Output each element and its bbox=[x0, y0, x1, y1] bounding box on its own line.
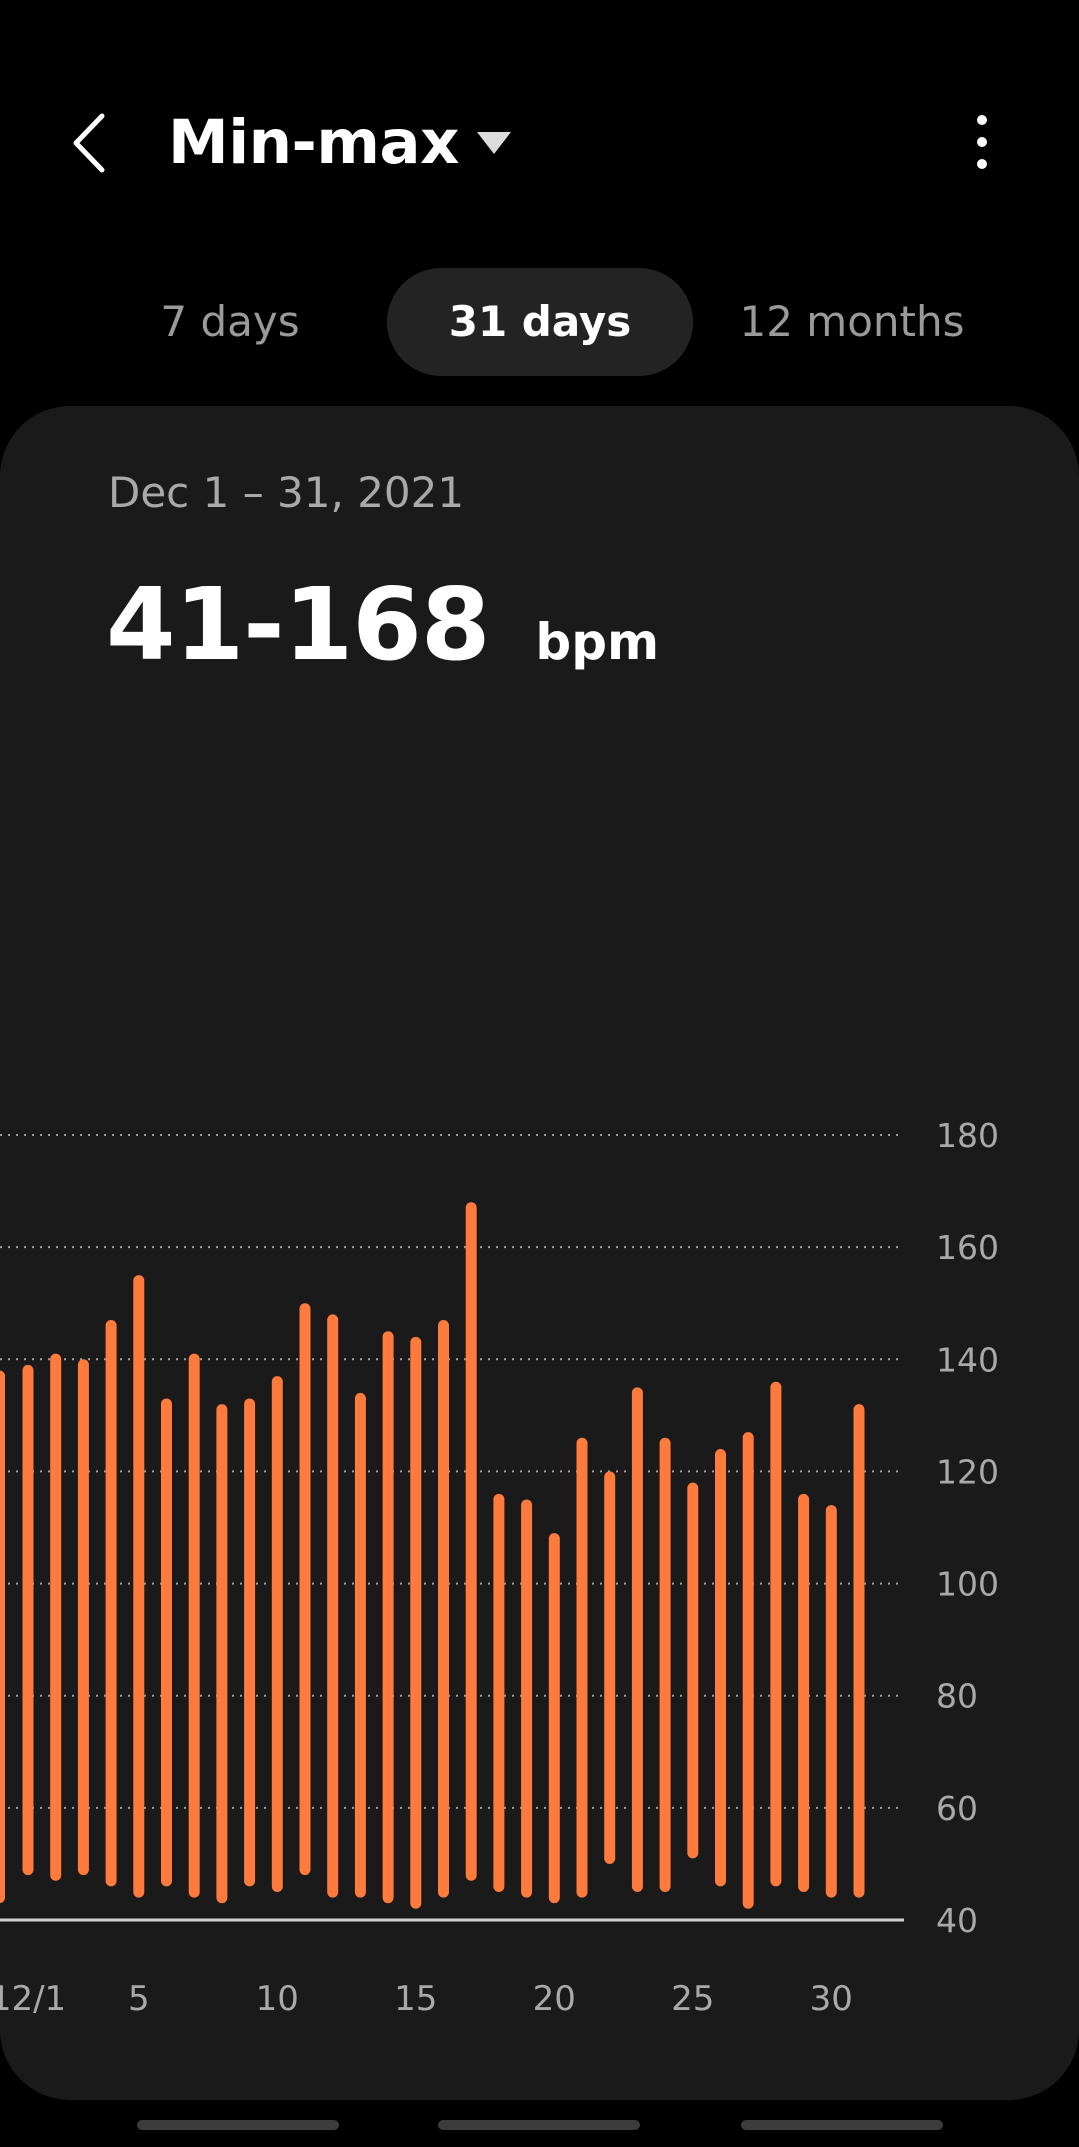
bar-day-23 bbox=[631, 1387, 643, 1892]
x-tick-label-5: 5 bbox=[128, 1979, 150, 2019]
gesture-nav-bar bbox=[0, 2110, 1079, 2147]
bar-day-26 bbox=[715, 1449, 726, 1887]
bar-day-3 bbox=[77, 1359, 89, 1876]
bar-day-18 bbox=[493, 1493, 505, 1892]
more-options-button[interactable] bbox=[960, 112, 1004, 172]
bar-day-24 bbox=[659, 1437, 671, 1892]
bar-day-30 bbox=[825, 1505, 837, 1898]
bar-day-7 bbox=[188, 1353, 200, 1898]
bar-day-9 bbox=[244, 1398, 256, 1887]
bar-day-13 bbox=[354, 1392, 366, 1898]
date-range: Dec 1 – 31, 2021 bbox=[108, 468, 465, 517]
y-tick-label-60: 60 bbox=[936, 1789, 978, 1828]
bar-day-15 bbox=[410, 1336, 422, 1909]
x-tick-label-10: 10 bbox=[256, 1979, 299, 2019]
bar-partial bbox=[0, 1370, 5, 1904]
caret-down-icon bbox=[476, 132, 511, 154]
bar-day-20 bbox=[548, 1533, 560, 1904]
y-tick-label-80: 80 bbox=[936, 1677, 978, 1716]
x-tick-label-1: 12/1 bbox=[0, 1979, 66, 2019]
bar-day-19 bbox=[521, 1499, 533, 1898]
y-tick-label-160: 160 bbox=[936, 1228, 999, 1267]
x-tick-label-15: 15 bbox=[394, 1979, 437, 2019]
bar-day-12 bbox=[327, 1314, 339, 1898]
unit-label: bpm bbox=[535, 613, 660, 671]
bar-day-10 bbox=[271, 1376, 283, 1892]
tab-12-months[interactable]: 12 months bbox=[739, 297, 965, 346]
bar-day-25 bbox=[687, 1482, 699, 1859]
y-tick-label-40: 40 bbox=[936, 1901, 978, 1940]
x-tick-label-25: 25 bbox=[671, 1979, 714, 2019]
tab-31-days[interactable]: 31 days bbox=[387, 268, 693, 376]
bar-day-31 bbox=[853, 1404, 865, 1898]
bar-day-1 bbox=[22, 1364, 34, 1876]
bar-day-17 bbox=[465, 1202, 477, 1881]
bar-day-21 bbox=[576, 1437, 588, 1898]
bar-day-6 bbox=[161, 1398, 172, 1887]
period-tabs: 7 days 31 days 12 months bbox=[0, 268, 1079, 376]
min-max-value: 41-168 bbox=[106, 566, 490, 683]
back-button[interactable] bbox=[62, 108, 122, 178]
bar-day-22 bbox=[604, 1471, 616, 1864]
heart-rate-card: Dec 1 – 31, 2021 41-168 bpm bbox=[0, 406, 1079, 2100]
bar-day-5 bbox=[133, 1275, 145, 1898]
bar-day-11 bbox=[299, 1303, 311, 1876]
x-tick-label-20: 20 bbox=[533, 1979, 576, 2019]
y-tick-label-100: 100 bbox=[936, 1565, 999, 1604]
y-tick-label-180: 180 bbox=[936, 1116, 999, 1155]
more-vertical-icon bbox=[977, 115, 987, 169]
tab-7-days[interactable]: 7 days bbox=[160, 297, 300, 346]
metric-dropdown[interactable]: Min-max bbox=[168, 108, 511, 178]
nav-pill-left[interactable] bbox=[137, 2120, 339, 2130]
bar-day-16 bbox=[438, 1320, 449, 1898]
bar-day-14 bbox=[382, 1331, 394, 1904]
top-app-bar: Min-max bbox=[0, 0, 1079, 220]
bar-day-8 bbox=[216, 1404, 228, 1904]
summary-value: 41-168 bpm bbox=[106, 566, 659, 683]
bar-day-2 bbox=[50, 1353, 62, 1881]
bar-day-4 bbox=[105, 1320, 117, 1887]
chevron-left-icon bbox=[73, 113, 105, 173]
min-max-chart[interactable]: 40 60 80 100 120 140 160 180 12/1 5 10 15 20 25 30 bbox=[0, 1080, 1079, 2040]
nav-pill-right[interactable] bbox=[741, 2120, 943, 2130]
bar-day-29 bbox=[798, 1493, 810, 1892]
nav-pill-center[interactable] bbox=[438, 2120, 640, 2130]
y-tick-label-140: 140 bbox=[936, 1340, 999, 1379]
page-title: Min-max bbox=[168, 107, 459, 178]
y-tick-label-120: 120 bbox=[936, 1452, 999, 1491]
bar-day-27 bbox=[742, 1432, 754, 1909]
x-tick-label-30: 30 bbox=[810, 1979, 853, 2019]
bar-day-28 bbox=[770, 1381, 782, 1887]
